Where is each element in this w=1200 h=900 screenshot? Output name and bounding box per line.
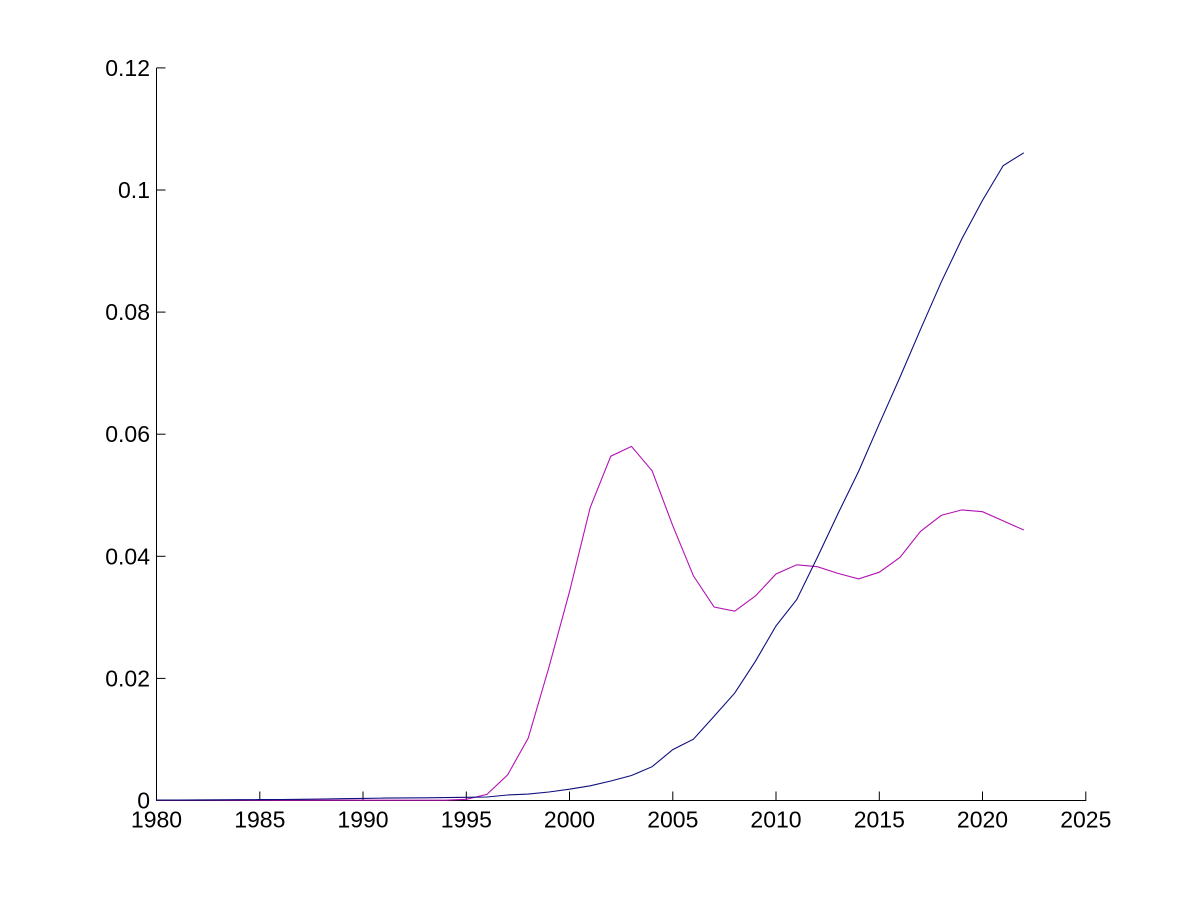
- svg-text:2010: 2010: [750, 807, 801, 833]
- svg-text:0.1: 0.1: [118, 177, 150, 203]
- svg-text:2015: 2015: [854, 807, 905, 833]
- svg-text:1990: 1990: [337, 807, 388, 833]
- svg-text:0.02: 0.02: [105, 665, 150, 691]
- svg-text:2025: 2025: [1060, 807, 1111, 833]
- svg-text:1980: 1980: [131, 807, 182, 833]
- svg-text:2020: 2020: [957, 807, 1008, 833]
- svg-text:2005: 2005: [647, 807, 698, 833]
- svg-text:2000: 2000: [544, 807, 595, 833]
- svg-text:0: 0: [137, 788, 150, 814]
- svg-text:0.12: 0.12: [105, 55, 150, 81]
- svg-text:0.04: 0.04: [105, 543, 150, 569]
- svg-text:0.08: 0.08: [105, 299, 150, 325]
- svg-text:1985: 1985: [234, 807, 285, 833]
- svg-text:0.06: 0.06: [105, 421, 150, 447]
- svg-text:1995: 1995: [441, 807, 492, 833]
